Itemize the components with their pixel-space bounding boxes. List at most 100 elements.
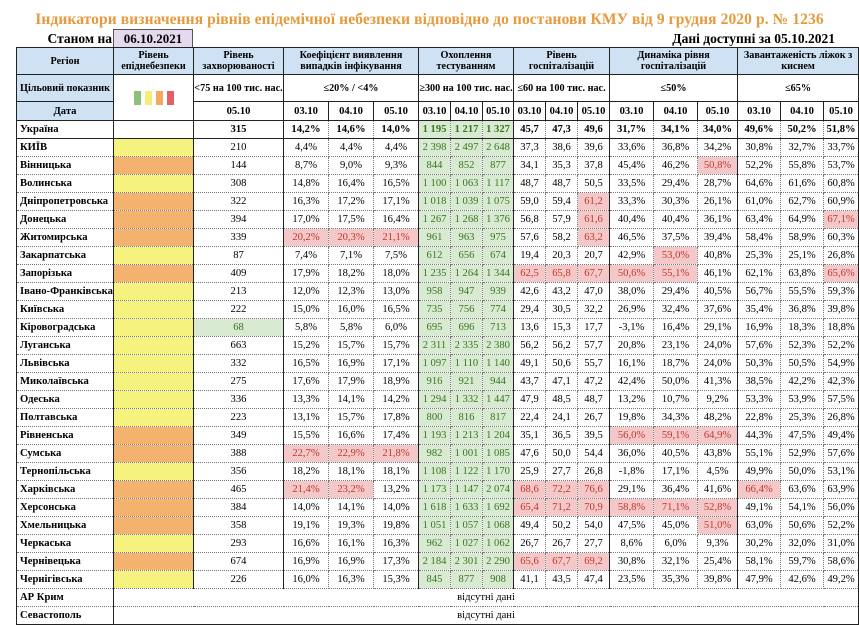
test-value: 1 268 (450, 210, 483, 229)
det-value: 17,8% (373, 408, 419, 427)
det-value: 18,1% (373, 462, 419, 481)
indicators-table: Регіон Рівень епіднебезпеки Рівень захво… (16, 47, 859, 625)
incidence-value: 226 (193, 570, 284, 589)
dyn-value: 32,1% (653, 552, 699, 571)
dyn-value: 50,6% (609, 264, 655, 283)
det-value: 9,0% (328, 156, 374, 175)
hosp-value: 48,5 (545, 390, 579, 409)
test-value: 947 (450, 282, 483, 301)
test-value: 756 (450, 300, 483, 319)
det-value: 5,8% (328, 318, 374, 337)
region-name: Рівненська (16, 426, 114, 445)
test-value: 1 327 (481, 120, 515, 139)
beds-value: 50,5% (780, 354, 825, 373)
det-value: 18,2% (283, 462, 329, 481)
table-row: Кіровоградська 68 5,8% 5,8% 6,0% 695 696 713 13,… (16, 318, 859, 337)
dyn-value: 40,4% (653, 210, 699, 229)
dyn-value: 26,1% (697, 192, 739, 211)
date-col: 05.10 (373, 101, 419, 121)
det-value: 16,1% (328, 534, 374, 553)
test-value: 1 075 (481, 192, 515, 211)
danger-level-cell (113, 210, 194, 229)
hosp-value: 70,9 (577, 498, 611, 517)
beds-value: 61,6% (780, 174, 825, 193)
beds-value: 42,2% (780, 372, 825, 391)
test-value: 612 (418, 246, 451, 265)
region-name: Харківська (16, 480, 114, 499)
dyn-value: 55,1% (653, 264, 699, 283)
danger-level-cell (113, 552, 194, 571)
dyn-value: 29,1% (697, 318, 739, 337)
hosp-value: 59,4 (545, 192, 579, 211)
hosp-value: 43,5 (545, 570, 579, 589)
region-name: Миколаївська (16, 372, 114, 391)
beds-value: 54,1% (780, 498, 825, 517)
det-value: 16,0% (328, 300, 374, 319)
header-incidence: Рівень захворюваності (193, 47, 284, 75)
test-value: 1 097 (418, 354, 451, 373)
test-value: 1 147 (450, 480, 483, 499)
beds-value: 56,7% (737, 282, 782, 301)
hosp-value: 54,0 (577, 516, 611, 535)
region-name: Сумська (16, 444, 114, 463)
det-value: 16,0% (283, 570, 329, 589)
dyn-value: 31,7% (609, 120, 655, 139)
dyn-value: 30,8% (609, 552, 655, 571)
det-value: 16,5% (373, 174, 419, 193)
dyn-value: 10,7% (653, 390, 699, 409)
test-value: 939 (481, 282, 515, 301)
region-name: Україна (16, 120, 114, 139)
dyn-value: 36,0% (609, 444, 655, 463)
beds-value: 50,0% (780, 462, 825, 481)
incidence-value: 674 (193, 552, 284, 571)
test-value: 2 301 (450, 552, 483, 571)
incidence-value: 275 (193, 372, 284, 391)
test-value: 2 497 (450, 138, 483, 157)
test-value: 844 (418, 156, 451, 175)
test-value: 1 633 (450, 498, 483, 517)
test-value: 1 332 (450, 390, 483, 409)
beds-value: 25,3% (780, 408, 825, 427)
table-row: Рівненська 349 15,5% 16,6% 17,4% 1 193 1 213 1 … (16, 426, 859, 445)
level-color-swatch (144, 90, 152, 105)
header-oxygen-beds: Завантаженість ліжок з киснем (737, 47, 859, 75)
beds-value: 36,8% (780, 300, 825, 319)
test-value: 963 (450, 228, 483, 247)
beds-value: 26,8% (823, 408, 859, 427)
det-value: 5,8% (283, 318, 329, 337)
det-value: 16,9% (328, 354, 374, 373)
beds-value: 59,7% (780, 552, 825, 571)
hosp-value: 47,1 (545, 372, 579, 391)
hosp-value: 27,7 (577, 534, 611, 553)
beds-value: 50,2% (780, 120, 825, 139)
det-value: 18,9% (373, 372, 419, 391)
incidence-value: 388 (193, 444, 284, 463)
region-name: Хмельницька (16, 516, 114, 535)
beds-value: 16,9% (737, 318, 782, 337)
dyn-value: 4,5% (697, 462, 739, 481)
incidence-value: 332 (193, 354, 284, 373)
beds-value: 65,6% (823, 264, 859, 283)
danger-level-cell (113, 426, 194, 445)
danger-level-cell (113, 534, 194, 553)
test-value: 2 290 (481, 552, 515, 571)
dyn-value: 19,8% (609, 408, 655, 427)
region-name: Одеська (16, 390, 114, 409)
dyn-value: 46,1% (697, 264, 739, 283)
hosp-value: 27,7 (545, 462, 579, 481)
incidence-value: 68 (193, 318, 284, 337)
table-row: Черкаська 293 16,6% 16,1% 16,3% 962 1 027 1 062… (16, 534, 859, 553)
hosp-value: 65,6 (513, 552, 547, 571)
test-value: 1 376 (481, 210, 515, 229)
det-value: 18,2% (328, 264, 374, 283)
hosp-value: 38,6 (545, 138, 579, 157)
hosp-value: 57,9 (545, 210, 579, 229)
danger-level-cell (113, 228, 194, 247)
hosp-value: 47,6 (513, 444, 547, 463)
table-row: Закарпатська 87 7,4% 7,1% 7,5% 612 656 674 19,4 2… (16, 246, 859, 265)
dyn-value: 71,1% (653, 498, 699, 517)
hosp-value: 50,0 (545, 444, 579, 463)
beds-value: 26,8% (823, 246, 859, 265)
beds-value: 59,3% (823, 282, 859, 301)
beds-value: 47,9% (737, 570, 782, 589)
